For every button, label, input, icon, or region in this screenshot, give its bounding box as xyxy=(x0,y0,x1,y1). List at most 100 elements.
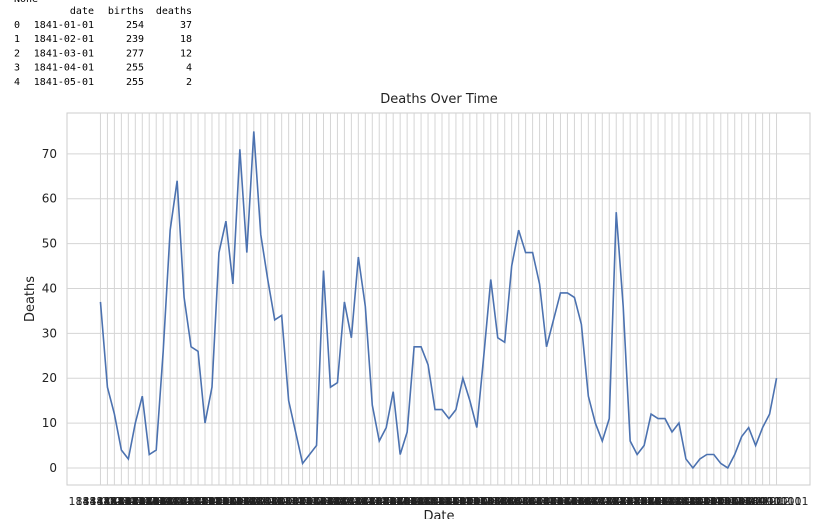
x-tick-label: 1843-09-01 xyxy=(292,495,356,508)
x-tick-label: 1843-08-01 xyxy=(285,495,349,508)
x-tick-label: 1848-09-01 xyxy=(710,495,774,508)
x-tick-label: 1848-10-01 xyxy=(717,495,781,508)
x-tick-label: 1844-02-01 xyxy=(326,495,390,508)
x-tick-label: 1841-07-01 xyxy=(110,495,174,508)
x-tick-label: 1846-10-01 xyxy=(549,495,613,508)
x-tick-label: 1841-09-01 xyxy=(124,495,188,508)
x-tick-label: 1842-03-01 xyxy=(166,495,230,508)
x-tick-label: 1845-04-01 xyxy=(424,495,488,508)
x-tick-label: 1845-10-01 xyxy=(466,495,530,508)
x-tick-label: 1844-06-01 xyxy=(354,495,418,508)
x-tick-label: 1849-01-01 xyxy=(738,495,802,508)
x-tick-label: 1842-10-01 xyxy=(215,495,279,508)
cell: 12 xyxy=(180,48,192,59)
x-tick-label: 1847-06-01 xyxy=(605,495,669,508)
x-tick-label: 1847-02-01 xyxy=(577,495,641,508)
x-tick-label: 1845-07-01 xyxy=(445,495,509,508)
y-tick-label: 10 xyxy=(42,416,57,430)
cell: 277 xyxy=(126,48,144,59)
x-tick-label: 1848-02-01 xyxy=(661,495,725,508)
x-tick-label: 1846-03-01 xyxy=(501,495,565,508)
grid: 0102030405060701841-01-011841-02-011841-… xyxy=(42,113,810,508)
x-tick-label: 1845-02-01 xyxy=(410,495,474,508)
x-tick-label: 1845-05-01 xyxy=(431,495,495,508)
x-tick-label: 1847-01-01 xyxy=(570,495,634,508)
y-tick-label: 30 xyxy=(42,326,57,340)
x-tick-label: 1843-03-01 xyxy=(250,495,314,508)
x-tick-label: 1847-03-01 xyxy=(584,495,648,508)
x-tick-label: 1841-03-01 xyxy=(82,495,146,508)
x-axis-label: Date xyxy=(423,509,454,519)
x-tick-label: 1844-08-01 xyxy=(368,495,432,508)
x-tick-label: 1842-02-01 xyxy=(159,495,223,508)
y-tick-label: 20 xyxy=(42,371,57,385)
x-tick-label: 1843-04-01 xyxy=(257,495,321,508)
x-tick-label: 1845-09-01 xyxy=(459,495,523,508)
x-tick-label: 1844-01-01 xyxy=(319,495,383,508)
x-tick-label: 1845-03-01 xyxy=(417,495,481,508)
x-tick-label: 1843-11-01 xyxy=(305,495,369,508)
y-tick-label: 50 xyxy=(42,237,57,251)
cell: 1841-02-01 xyxy=(34,34,94,45)
x-tick-label: 1848-11-01 xyxy=(724,495,788,508)
x-tick-label: 1848-07-01 xyxy=(696,495,760,508)
x-tick-label: 1847-10-01 xyxy=(633,495,697,508)
x-tick-label: 1845-01-01 xyxy=(403,495,467,508)
row-index: 0 xyxy=(14,20,20,31)
y-tick-label: 0 xyxy=(49,461,57,475)
x-tick-label: 1842-07-01 xyxy=(194,495,258,508)
x-tick-label: 1842-12-01 xyxy=(229,495,293,508)
row-index: 3 xyxy=(14,63,20,74)
x-tick-label: 1846-04-01 xyxy=(508,495,572,508)
x-tick-label: 1843-01-01 xyxy=(236,495,300,508)
x-tick-label: 1842-09-01 xyxy=(208,495,272,508)
x-tick-label: 1848-08-01 xyxy=(703,495,767,508)
cell: 18 xyxy=(180,34,192,45)
cell: 2 xyxy=(186,77,192,88)
x-tick-label: 1847-07-01 xyxy=(612,495,676,508)
x-tick-label: 1843-10-01 xyxy=(298,495,362,508)
x-tick-label: 1847-12-01 xyxy=(647,495,711,508)
x-tick-label: 1845-08-01 xyxy=(452,495,516,508)
x-tick-label: 1847-05-01 xyxy=(598,495,662,508)
x-tick-label: 1848-04-01 xyxy=(675,495,739,508)
x-tick-label: 1841-01-01 xyxy=(68,495,132,508)
x-tick-label: 1842-08-01 xyxy=(201,495,265,508)
y-tick-label: 70 xyxy=(42,147,57,161)
column-header: deaths xyxy=(156,6,192,17)
x-tick-label: 1841-04-01 xyxy=(89,495,153,508)
cell: 1841-04-01 xyxy=(34,63,94,74)
x-tick-label: 1846-01-01 xyxy=(487,495,551,508)
x-tick-label: 1848-12-01 xyxy=(731,495,795,508)
plot-area xyxy=(66,112,811,486)
x-tick-label: 1846-08-01 xyxy=(535,495,599,508)
line-series xyxy=(99,131,778,470)
x-tick-label: 1848-03-01 xyxy=(668,495,732,508)
x-tick-label: 1843-06-01 xyxy=(271,495,335,508)
row-index: 1 xyxy=(14,34,20,45)
x-tick-label: 1848-06-01 xyxy=(689,495,753,508)
row-index: 4 xyxy=(14,77,20,88)
x-tick-label: 1847-08-01 xyxy=(619,495,683,508)
cell: 255 xyxy=(126,77,144,88)
x-tick-label: 1847-11-01 xyxy=(640,495,704,508)
x-tick-label: 1842-11-01 xyxy=(222,495,286,508)
cell: 255 xyxy=(126,63,144,74)
chart-title: Deaths Over Time xyxy=(380,92,497,107)
dataframe: date births deaths 0 1841-01-01 254 37 1 1841-02… xyxy=(14,6,192,88)
cell: 1841-03-01 xyxy=(34,48,94,59)
y-tick-label: 60 xyxy=(42,192,57,206)
x-tick-label: 1841-11-01 xyxy=(138,495,202,508)
x-tick-label: 1849-02-01 xyxy=(745,495,809,508)
x-tick-label: 1842-01-01 xyxy=(152,495,216,508)
x-tick-label: 1844-09-01 xyxy=(375,495,439,508)
x-tick-label: 1844-10-01 xyxy=(382,495,446,508)
x-tick-label: 1844-04-01 xyxy=(340,495,404,508)
x-tick-label: 1844-05-01 xyxy=(347,495,411,508)
x-tick-label: 1846-12-01 xyxy=(563,495,627,508)
x-tick-label: 1845-12-01 xyxy=(480,495,544,508)
x-tick-label: 1845-06-01 xyxy=(438,495,502,508)
x-tick-label: 1841-02-01 xyxy=(75,495,139,508)
x-tick-label: 1843-12-01 xyxy=(312,495,376,508)
x-tick-label: 1842-06-01 xyxy=(187,495,251,508)
